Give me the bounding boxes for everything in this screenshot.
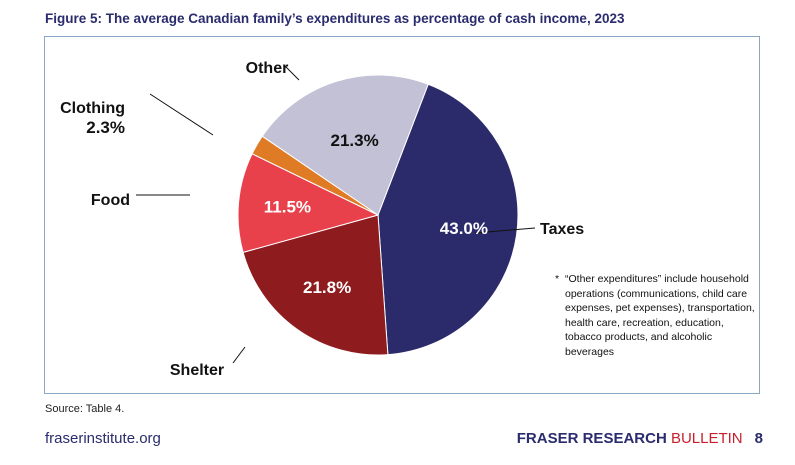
figure-title: Figure 5: The average Canadian family’s … xyxy=(45,11,625,26)
slice-name-food: Food xyxy=(91,192,130,209)
leader-line-clothing xyxy=(149,93,214,136)
leader-line-other xyxy=(284,65,300,81)
chart-frame: Taxes 43.0% Shelter 21.8% Food 11.5% Clothing 2… xyxy=(44,36,760,394)
slice-value-other: 21.3% xyxy=(330,131,378,150)
slice-name-taxes: Taxes xyxy=(540,221,584,238)
slice-value-clothing: 2.3% xyxy=(86,118,125,137)
leader-line-taxes xyxy=(474,227,536,234)
slice-value-food: 11.5% xyxy=(264,198,311,217)
slice-name-shelter: Shelter xyxy=(170,362,224,379)
bulletin-bold: FRASER RESEARCH xyxy=(516,430,667,447)
source-note: Source: Table 4. xyxy=(45,403,125,415)
slice-name-other: Other xyxy=(246,60,289,77)
page-number: 8 xyxy=(754,430,763,447)
website-link[interactable]: fraserinstitute.org xyxy=(45,430,161,447)
slice-value-shelter: 21.8% xyxy=(303,278,351,297)
bulletin-light: BULLETIN xyxy=(670,430,743,447)
footnote: * “Other expenditures” include household… xyxy=(555,272,755,359)
pie-slice-shelter xyxy=(242,214,389,356)
footnote-text: “Other expenditures” include household o… xyxy=(565,273,755,358)
slice-name-clothing: Clothing xyxy=(60,100,125,117)
leader-line-shelter xyxy=(232,346,246,364)
pie-slice-other xyxy=(261,74,429,216)
footnote-marker: * xyxy=(555,273,560,285)
pie-slice-taxes xyxy=(377,83,519,356)
pie-slice-food xyxy=(237,153,380,253)
bulletin-label: FRASER RESEARCH BULLETIN 8 xyxy=(517,430,763,447)
slice-value-taxes: 43.0% xyxy=(440,219,488,238)
